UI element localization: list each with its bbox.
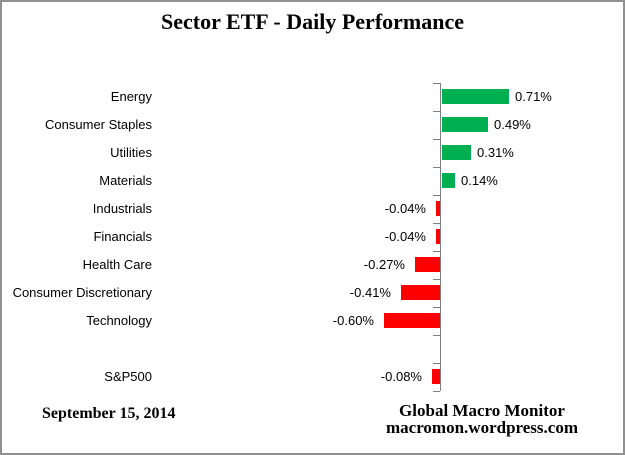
axis-tick [433, 139, 440, 140]
positive-bar [442, 117, 488, 132]
axis-tick [433, 335, 440, 336]
category-label: Materials [99, 173, 152, 188]
value-label: -0.60% [332, 313, 374, 328]
axis-tick [433, 251, 440, 252]
axis-tick [433, 83, 440, 84]
value-label: 0.71% [515, 89, 552, 104]
category-label: S&P500 [104, 369, 152, 384]
category-label: Energy [110, 89, 152, 104]
positive-bar [442, 173, 455, 188]
axis-tick [433, 307, 440, 308]
value-label: -0.41% [349, 285, 391, 300]
value-axis-line [440, 83, 441, 391]
value-label: -0.08% [380, 369, 422, 384]
axis-tick [433, 195, 440, 196]
axis-tick [433, 363, 440, 364]
value-label: 0.14% [461, 173, 498, 188]
axis-tick [433, 111, 440, 112]
positive-bar [442, 145, 471, 160]
positive-bar [442, 89, 509, 104]
value-label: -0.04% [384, 201, 426, 216]
value-label: -0.27% [363, 257, 405, 272]
category-label: Consumer Staples [45, 117, 152, 132]
axis-tick [433, 167, 440, 168]
category-label: Financials [93, 229, 152, 244]
category-label: Industrials [92, 201, 152, 216]
category-label: Health Care [82, 257, 152, 272]
chart-title: Sector ETF - Daily Performance [160, 9, 464, 34]
negative-bar [415, 257, 440, 272]
axis-tick [433, 223, 440, 224]
value-label: 0.31% [477, 145, 514, 160]
axis-tick [433, 391, 440, 392]
category-label: Consumer Discretionary [12, 285, 152, 300]
negative-bar [432, 369, 440, 384]
negative-bar [436, 201, 440, 216]
category-label: Utilities [110, 145, 152, 160]
source-line-1: Global Macro Monitor [399, 401, 565, 420]
negative-bar [436, 229, 440, 244]
source-line-2: macromon.wordpress.com [385, 418, 578, 437]
axis-tick [433, 279, 440, 280]
value-label: -0.04% [384, 229, 426, 244]
source-label: Global Macro Monitor macromon.wordpress.… [370, 402, 594, 436]
date-label: September 15, 2014 [42, 405, 176, 422]
negative-bar [384, 313, 440, 328]
value-label: 0.49% [494, 117, 531, 132]
negative-bar [401, 285, 440, 300]
category-label: Technology [86, 313, 152, 328]
